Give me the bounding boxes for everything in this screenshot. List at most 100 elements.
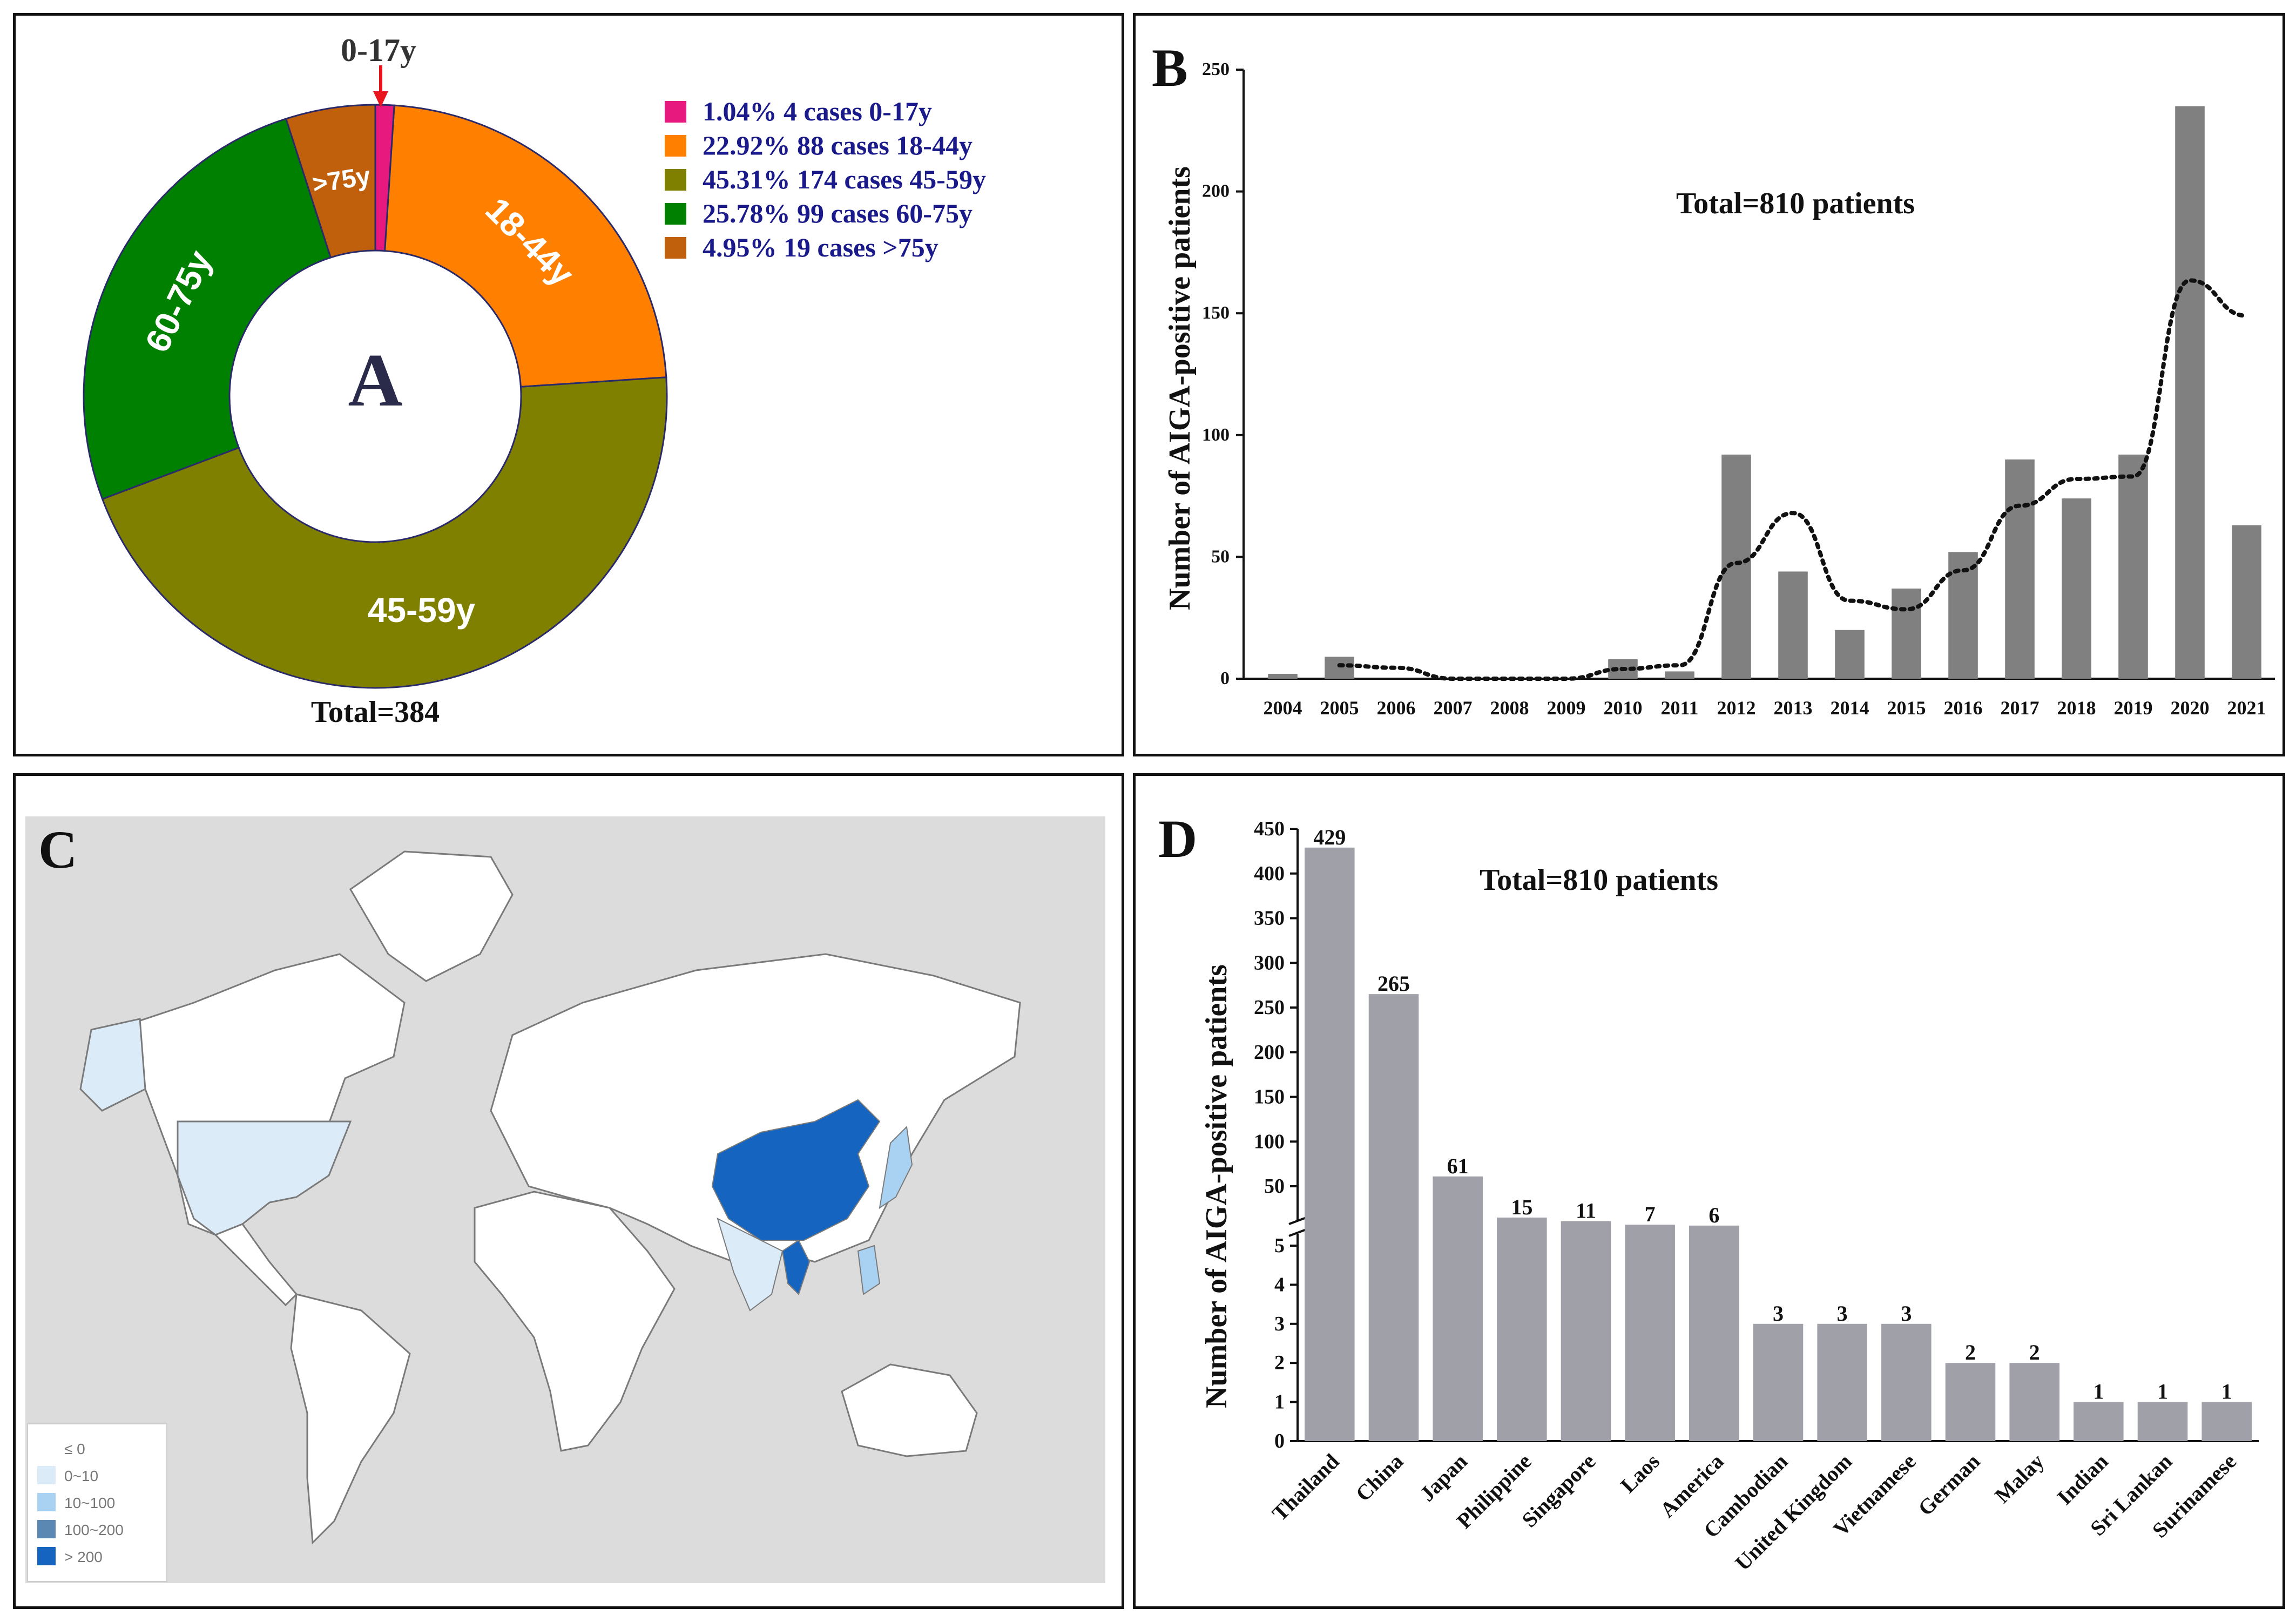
x-tick-label: Indian — [2052, 1449, 2113, 1510]
x-tick-label: 2005 — [1320, 697, 1359, 719]
annotation-arrow — [373, 65, 388, 107]
legend-swatch — [665, 203, 686, 225]
data-label: 429 — [1313, 825, 1346, 849]
bar-china — [1368, 994, 1419, 1441]
x-tick-label: 2008 — [1490, 697, 1529, 719]
y-tick-label: 0 — [1220, 668, 1230, 688]
bar-2017 — [2005, 459, 2035, 679]
panel-b: B Total=810 patients Number of AIGA-posi… — [1133, 13, 2285, 756]
legend-swatch — [37, 1520, 56, 1538]
axis-break-mark — [1288, 1228, 1307, 1237]
legend-swatch — [665, 135, 686, 157]
legend-swatch — [665, 101, 686, 123]
legend-label: ≤ 0 — [64, 1441, 85, 1457]
bar-thailand — [1305, 847, 1355, 1441]
slice-label: 45-59y — [368, 591, 476, 630]
panel-a: 18-44y 45-59y 60-75y >75y A Total=384 0-17y… — [13, 13, 1124, 756]
data-label: 1 — [2221, 1380, 2232, 1404]
total-label: Total=384 — [311, 695, 440, 729]
y-tick-label: 100 — [1254, 1130, 1285, 1153]
y-tick-label: 250 — [1202, 59, 1230, 79]
data-label: 15 — [1511, 1195, 1532, 1219]
pie-legend: 1.04% 4 cases 0-17y 22.92% 88 cases 18-44… — [665, 96, 986, 262]
data-label: 61 — [1447, 1154, 1469, 1178]
south-asia-shape — [717, 1218, 784, 1312]
axis-break-mark — [1288, 1216, 1307, 1225]
data-label: 3 — [1837, 1301, 1848, 1326]
bar-philippine — [1497, 1217, 1547, 1441]
legend-swatch — [37, 1493, 56, 1511]
slice-75y — [285, 104, 376, 259]
data-label: 3 — [1901, 1301, 1912, 1326]
alaska-shape — [79, 1018, 146, 1112]
y-tick-label: 50 — [1264, 1175, 1285, 1198]
bar-united-kingdom — [1817, 1323, 1867, 1441]
panel-label-c: C — [38, 820, 77, 880]
y-tick-label: 4 — [1274, 1273, 1285, 1296]
bar-indian — [2074, 1402, 2124, 1441]
legend-entry: 4.95% 19 cases >75y — [703, 232, 938, 262]
x-tick-label: United Kingdom — [1730, 1449, 1856, 1576]
data-label: 2 — [1965, 1340, 1976, 1364]
y-tick-label: 2 — [1274, 1351, 1285, 1374]
x-tick-label: Japan — [1415, 1449, 1472, 1506]
legend-swatch — [37, 1466, 56, 1484]
y-tick-label: 3 — [1274, 1313, 1285, 1335]
bar-malay — [2009, 1363, 2059, 1441]
data-label: 7 — [1645, 1202, 1656, 1226]
australia-shape — [841, 1363, 978, 1457]
x-tick-label: 2014 — [1831, 697, 1869, 719]
legend-swatch — [665, 237, 686, 259]
panel-label-d: D — [1158, 809, 1197, 869]
x-tick-label: 2006 — [1377, 697, 1416, 719]
y-tick-label: 50 — [1211, 546, 1230, 566]
x-tick-label: Malay — [1990, 1449, 2049, 1508]
legend-entry: 22.92% 88 cases 18-44y — [703, 130, 973, 160]
y-tick-label: 1 — [1274, 1391, 1285, 1414]
bar-america — [1689, 1225, 1739, 1441]
bar-2020 — [2175, 106, 2205, 679]
bar-vietnamese — [1881, 1323, 1932, 1441]
x-tick-label: Thailand — [1267, 1449, 1344, 1526]
greenland-shape — [349, 850, 514, 982]
bar-german — [1945, 1363, 1996, 1441]
slice-1844y — [384, 104, 667, 388]
y-tick-label: 200 — [1202, 181, 1230, 201]
bar-2013 — [1778, 571, 1808, 679]
y-axis-label: Number of AIGA-positive patients — [1163, 166, 1197, 610]
usa-shape — [177, 1120, 352, 1236]
bar-2016 — [1948, 552, 1978, 679]
bar-2005 — [1325, 657, 1354, 679]
x-tick-label: 2020 — [2171, 697, 2210, 719]
thailand-shape — [781, 1239, 811, 1295]
y-tick-label: 0 — [1274, 1430, 1285, 1452]
x-tick-label: China — [1351, 1449, 1408, 1506]
bar-2004 — [1268, 673, 1298, 679]
panel-label-a: A — [348, 339, 402, 422]
y-tick-label: 250 — [1254, 996, 1285, 1019]
bar-2015 — [1892, 589, 1921, 679]
x-tick-label: 2004 — [1264, 697, 1302, 719]
bar-2018 — [2062, 498, 2091, 679]
x-tick-label: 2013 — [1774, 697, 1813, 719]
panel-d: D Total=810 patients Number of AIGA-posi… — [1133, 773, 2285, 1609]
yearly-bar-chart: B Total=810 patients Number of AIGA-posi… — [1152, 38, 2275, 719]
africa-shape — [474, 1191, 676, 1452]
x-tick-label: 2010 — [1604, 697, 1643, 719]
world-map: C ≤ 0 0~10 10~100 100~200 > 200 — [25, 816, 1105, 1583]
south-america-shape — [290, 1293, 411, 1545]
slice-6075y — [83, 118, 332, 501]
x-tick-label: 2011 — [1660, 697, 1698, 719]
map-legend: ≤ 0 0~10 10~100 100~200 > 200 — [27, 1423, 167, 1582]
panel-c: C ≤ 0 0~10 10~100 100~200 > 200 — [13, 773, 1124, 1609]
x-tick-label: Laos — [1616, 1449, 1664, 1498]
annotation-0-17y: 0-17y — [341, 32, 416, 68]
bar-japan — [1433, 1176, 1483, 1441]
y-tick-label: 100 — [1202, 425, 1230, 445]
legend-label: 10~100 — [64, 1495, 115, 1511]
y-tick-label: 350 — [1254, 907, 1285, 930]
x-tick-label: German — [1913, 1449, 1984, 1520]
legend-entry: 45.31% 174 cases 45-59y — [703, 164, 986, 194]
legend-swatch — [665, 169, 686, 191]
x-tick-label: 2009 — [1547, 697, 1586, 719]
